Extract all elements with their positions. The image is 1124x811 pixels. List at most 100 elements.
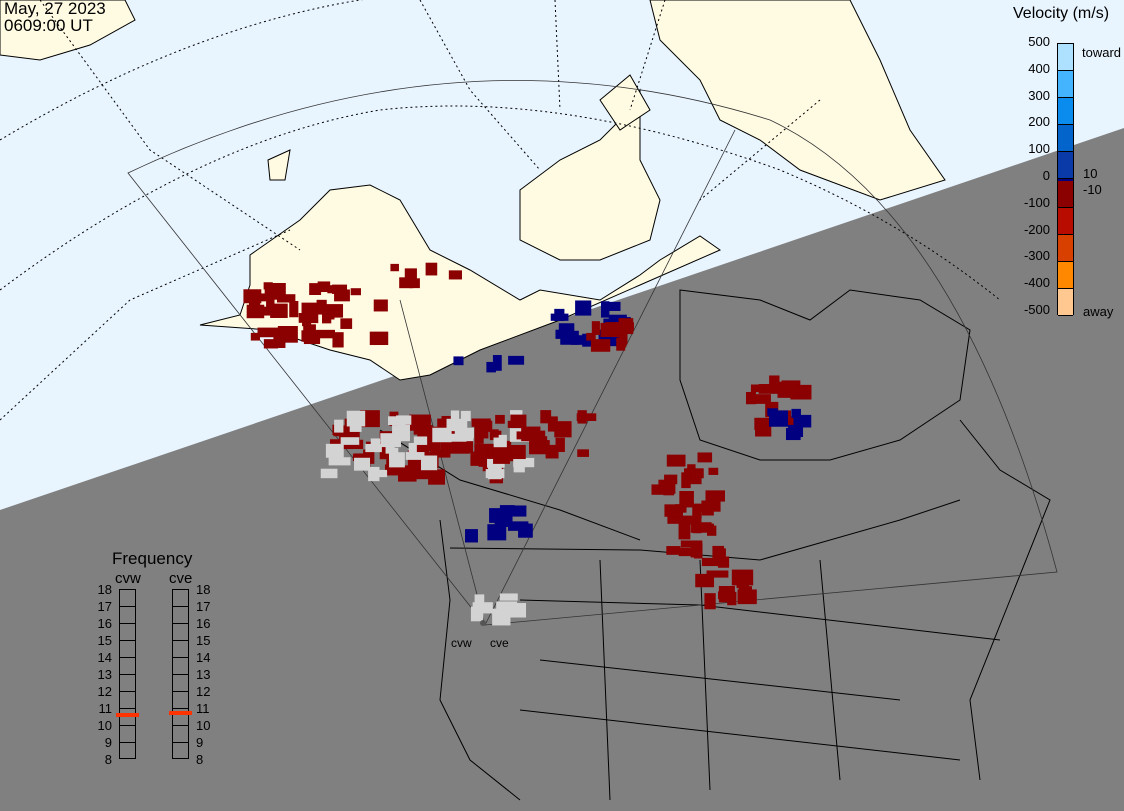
scatter-cell — [303, 324, 316, 341]
scatter-cell — [320, 468, 338, 479]
small-positive-label: 10 — [1083, 166, 1098, 181]
scatter-cell — [301, 302, 318, 319]
scatter-cell — [697, 452, 713, 463]
scatter-cell — [675, 504, 687, 513]
scatter-cell — [474, 422, 489, 439]
scatter-cell — [664, 474, 678, 485]
scatter-cell — [717, 556, 730, 568]
velocity-tick: -100 — [1023, 194, 1050, 210]
scatter-cell — [408, 442, 417, 458]
frequency-tick: 10 — [196, 718, 211, 733]
scatter-cell — [758, 384, 779, 394]
frequency-marker-cvw — [116, 712, 139, 717]
radar-label-cve: cve — [169, 570, 193, 587]
scatter-cell — [413, 419, 429, 430]
time-label: 0609:00 UT — [4, 16, 93, 35]
scatter-cell — [460, 410, 471, 422]
frequency-cell — [120, 607, 135, 624]
scatter-cell — [454, 427, 474, 439]
scatter-cell — [666, 546, 681, 555]
scatter-cell — [687, 464, 696, 474]
scatter-cell — [404, 268, 417, 282]
frequency-cell — [173, 607, 188, 624]
scatter-cell — [679, 490, 694, 508]
scatter-cell — [276, 294, 296, 303]
frequency-tick: 13 — [97, 667, 112, 682]
velocity-tick: 300 — [1028, 87, 1050, 103]
frequency-cell — [120, 709, 135, 726]
frequency-tick: 18 — [97, 582, 112, 597]
scatter-cell — [248, 301, 261, 312]
scatter-cell — [558, 323, 575, 336]
frequency-tick: 17 — [196, 599, 211, 614]
scatter-cell — [334, 289, 350, 302]
scatter-cell — [678, 547, 700, 557]
scatter-cell — [707, 525, 717, 536]
frequency-tick: 8 — [196, 752, 204, 767]
colorbar-segment — [1058, 208, 1073, 235]
scatter-cell — [389, 452, 405, 468]
colorbar-segment — [1058, 98, 1073, 125]
scatter-cell — [330, 439, 345, 447]
velocity-tick: -200 — [1023, 221, 1050, 237]
scatter-cell — [277, 337, 286, 348]
scatter-cell — [616, 337, 627, 348]
frequency-cell — [173, 726, 188, 743]
colorbar-segment — [1058, 71, 1073, 98]
scatter-cell — [487, 524, 507, 541]
frequency-tick: 9 — [104, 735, 112, 750]
scatter-cell — [554, 421, 572, 438]
scatter-cell — [739, 575, 750, 590]
small-negative-label: -10 — [1083, 182, 1102, 197]
scatter-cell — [489, 429, 499, 438]
scatter-cell — [788, 424, 804, 438]
scatter-cell — [755, 421, 772, 437]
date-label: May, 27 2023 — [4, 0, 106, 18]
scatter-cell — [507, 505, 527, 517]
scatter-cell — [430, 444, 440, 455]
scatter-cell — [705, 490, 726, 502]
frequency-tick: 14 — [196, 650, 211, 665]
scatter-cell — [692, 503, 702, 519]
frequency-marker-cve — [169, 711, 192, 716]
scatter-cell — [704, 593, 716, 610]
frequency-tick: 15 — [97, 633, 112, 648]
scatter-cell — [315, 329, 336, 339]
scatter-cell — [590, 339, 611, 352]
colorbar-segment — [1058, 289, 1073, 316]
frequency-cell — [173, 624, 188, 641]
frequency-cell — [173, 675, 188, 692]
scatter-cell — [327, 285, 342, 294]
scatter-cell — [387, 416, 406, 426]
velocity-tick: -400 — [1023, 275, 1050, 291]
scatter-cell — [493, 447, 510, 464]
scatter-cell — [448, 270, 462, 280]
scatter-cell — [461, 439, 474, 453]
scatter-cell — [495, 414, 505, 424]
beam-boundaries — [399, 129, 736, 626]
scatter-cell — [413, 436, 428, 445]
frequency-cell — [120, 658, 135, 675]
scatter-cell — [513, 457, 535, 468]
velocity-tick: 0 — [1042, 168, 1050, 183]
away-label: away — [1083, 304, 1114, 319]
scatter-cell — [768, 410, 788, 427]
site-label-cvw: cvw — [451, 636, 472, 650]
scatter-cell — [547, 416, 558, 432]
scatter-cell — [555, 437, 565, 453]
scatter-cell — [751, 394, 771, 404]
scatter-cell — [369, 331, 389, 346]
scatter-cell — [350, 429, 360, 441]
scatter-cell — [390, 263, 399, 272]
scatter-cell — [470, 606, 484, 622]
frequency-tick: 14 — [97, 650, 112, 665]
scatter-cell — [486, 361, 496, 373]
frequency-cell — [173, 641, 188, 658]
scatter-cell — [591, 321, 600, 335]
scatter-cell — [332, 332, 344, 348]
scatter-cell — [435, 449, 451, 458]
frequency-cell — [173, 590, 188, 607]
scatter-cell — [513, 463, 525, 473]
scatter-cell — [380, 433, 401, 448]
